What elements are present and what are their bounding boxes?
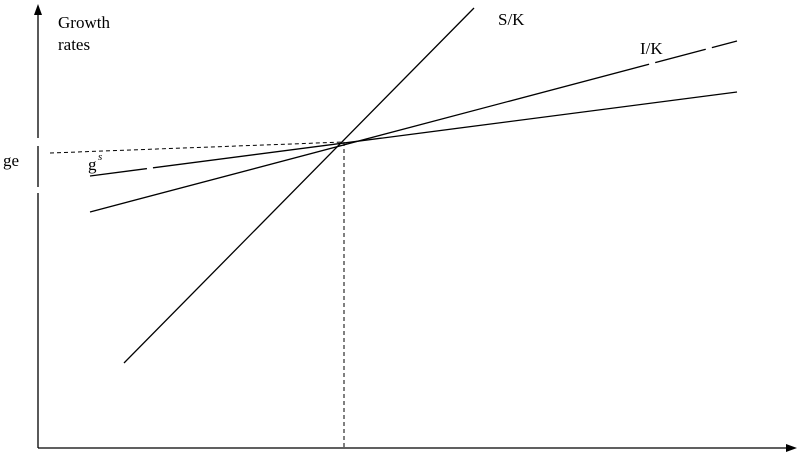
investment-line-break-1 bbox=[648, 60, 656, 66]
x-axis-arrowhead bbox=[786, 444, 797, 452]
savings-ratio-line bbox=[123, 7, 475, 364]
investment-ratio-label: I/K bbox=[640, 39, 663, 58]
y-axis-label-line2: rates bbox=[58, 35, 90, 54]
equilibrium-growth-label: ge bbox=[3, 151, 19, 170]
natural-growth-line bbox=[89, 91, 738, 177]
savings-ratio-label: S/K bbox=[498, 10, 525, 29]
y-axis-arrowhead bbox=[34, 4, 42, 15]
investment-ratio-line bbox=[89, 40, 738, 213]
natural-growth-label-superscript: s bbox=[98, 151, 102, 163]
investment-line-break-2 bbox=[705, 46, 713, 52]
natural-growth-label: g bbox=[88, 155, 97, 174]
equilibrium-horizontal-guide bbox=[49, 141, 345, 154]
natural-growth-line-break bbox=[146, 166, 154, 171]
y-axis-label-line1: Growth bbox=[58, 13, 110, 32]
